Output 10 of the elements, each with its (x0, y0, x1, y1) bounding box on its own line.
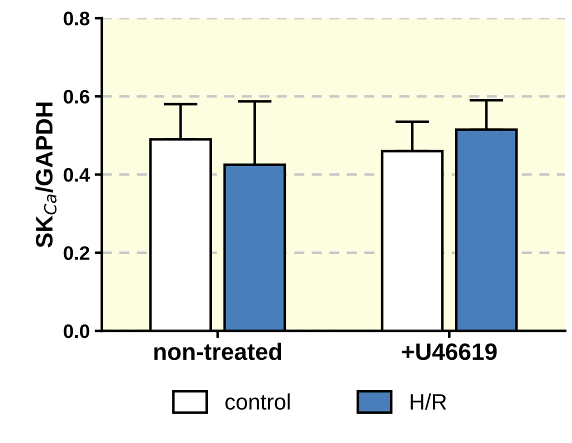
y-axis-title: SK$_{Ca}$/GAPDH (35, 102, 57, 248)
y-tick-label: 0.0 (64, 324, 90, 338)
legend-label: H/R (410, 393, 446, 410)
x-tick-label: +U46619 (402, 343, 497, 360)
y-tick-label: 0.2 (64, 246, 90, 260)
y-tick-label: 0.4 (64, 168, 90, 182)
x-tick-label: non-treated (154, 342, 282, 360)
y-tick-label: 0.8 (64, 12, 90, 26)
legend-label: control (225, 393, 290, 410)
y-tick-label: 0.6 (64, 90, 90, 104)
